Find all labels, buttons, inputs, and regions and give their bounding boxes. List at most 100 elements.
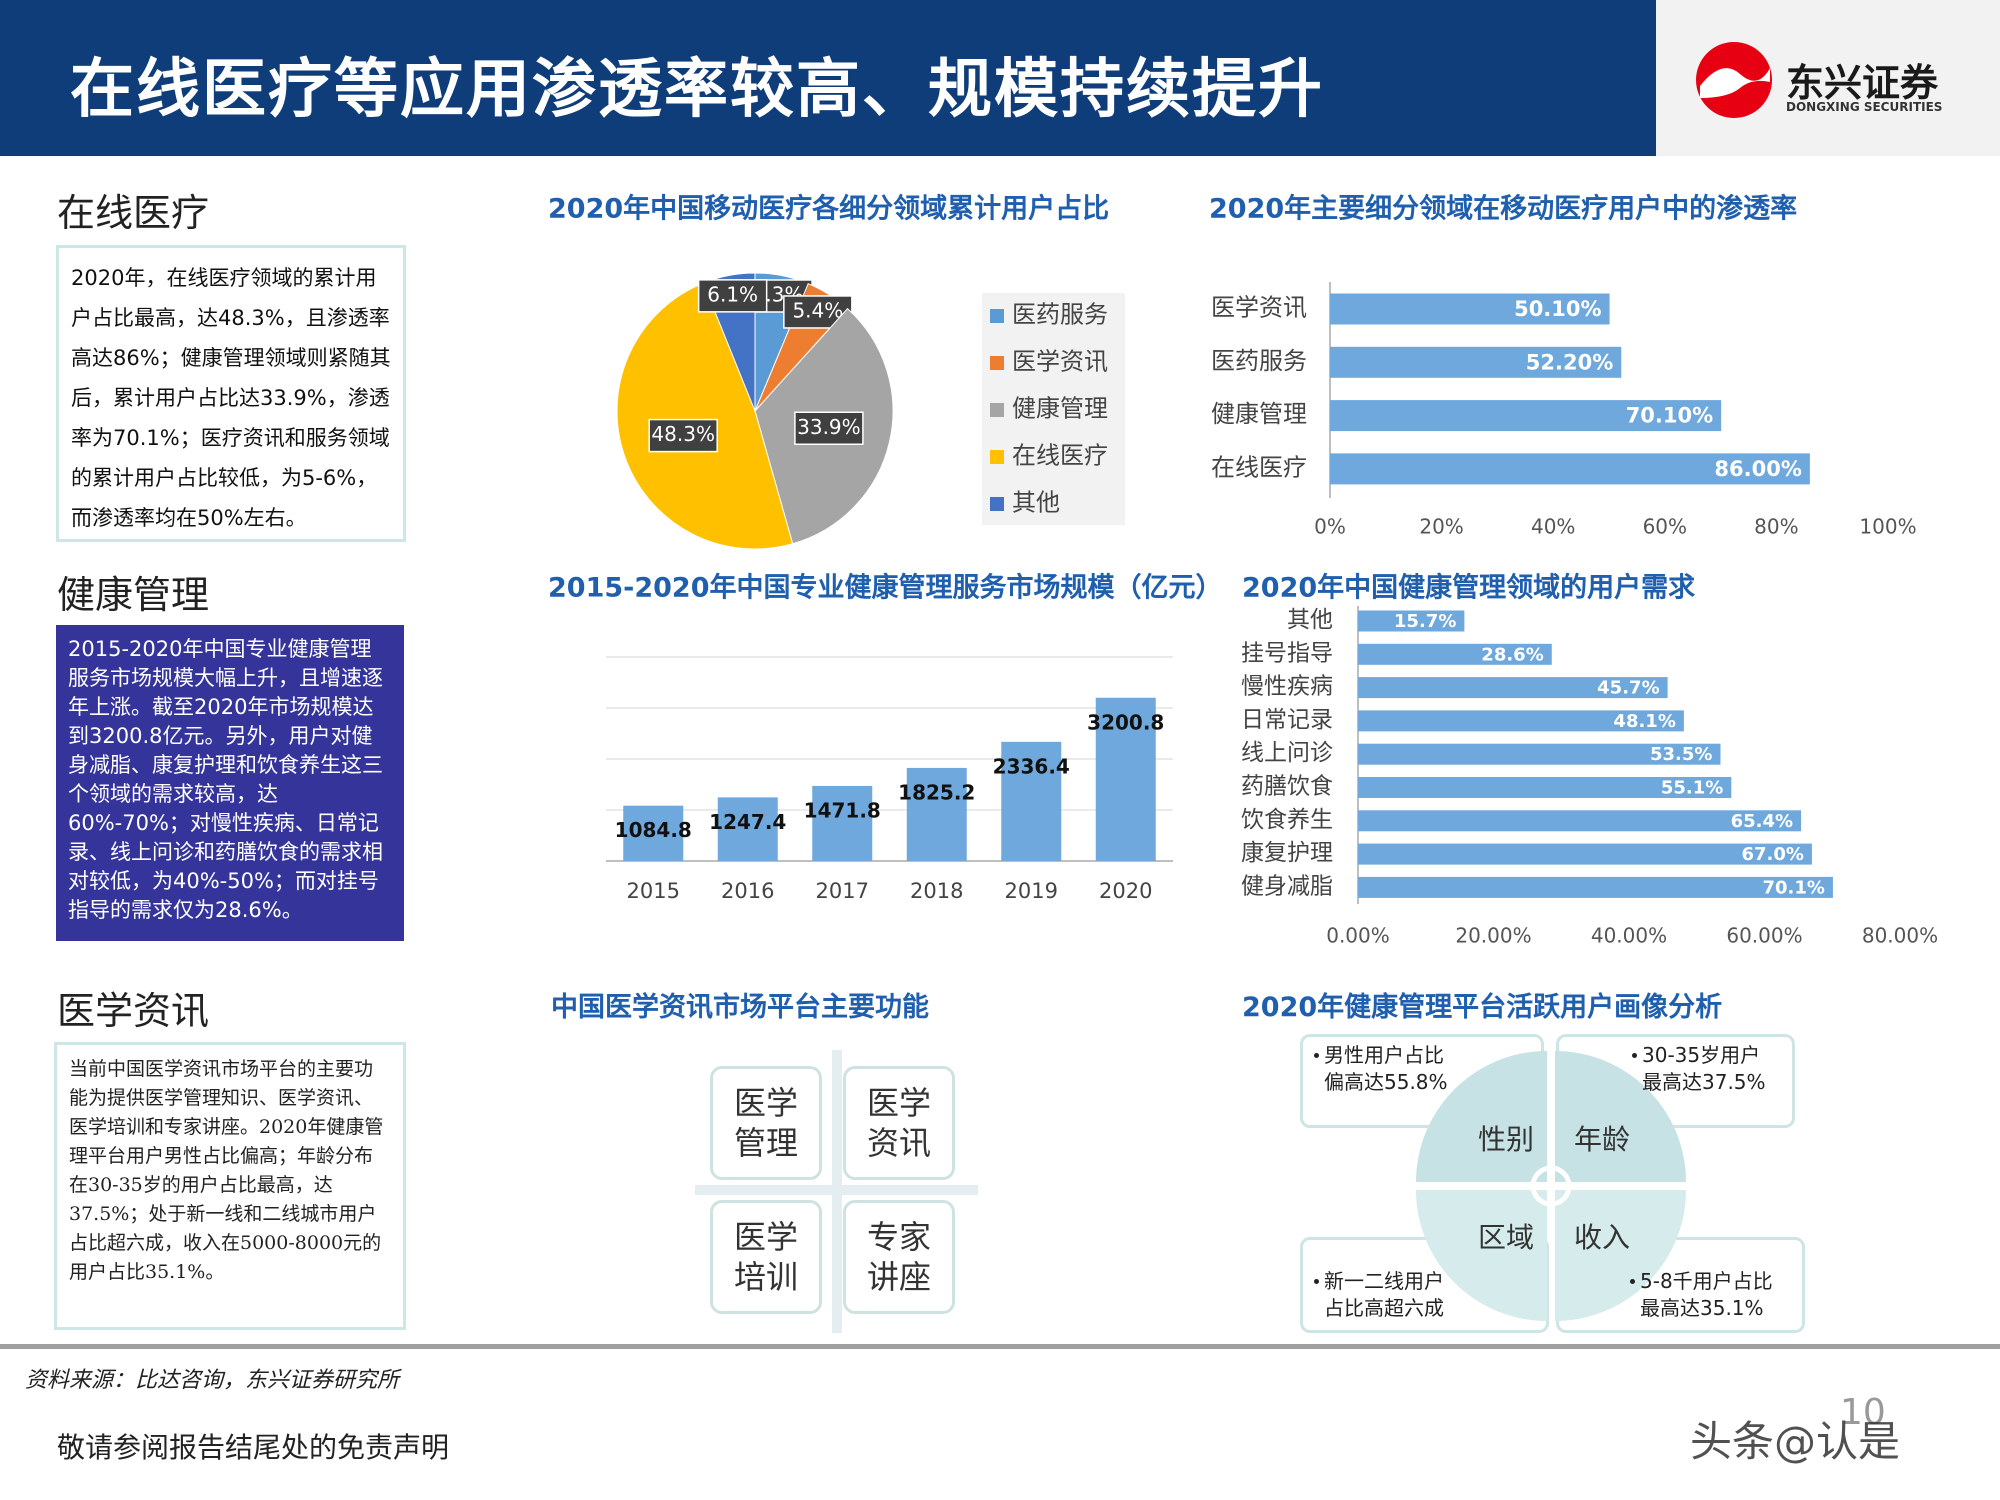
bar: [1358, 876, 1833, 898]
legend-swatch: [990, 403, 1004, 417]
bar: [1358, 610, 1465, 632]
function-label: 资讯: [866, 1124, 931, 1162]
legend-label: 其他: [1012, 489, 1060, 517]
value-label: 6.1%: [707, 282, 758, 306]
value-label: 1471.8: [804, 798, 881, 822]
y-tick-label: 线上问诊: [1241, 740, 1333, 766]
value-label: 45.7%: [1597, 678, 1659, 699]
note-text: 男性用户占比: [1324, 1043, 1444, 1067]
quadrant-label: 收入: [1574, 1221, 1631, 1254]
bar: [1095, 697, 1156, 861]
value-label: 1084.8: [615, 818, 692, 842]
function-box: 医学 资讯: [843, 1066, 955, 1180]
value-label: 55.1%: [1661, 778, 1723, 799]
value-label-box: [794, 411, 864, 446]
value-label: 52.20%: [1526, 350, 1613, 374]
diagram-title: 2020年健康管理平台活跃用户画像分析: [1242, 992, 1723, 1023]
x-tick-label: 2019: [1005, 879, 1058, 903]
value-label: 15.7%: [1394, 611, 1456, 632]
section-text: 当前中国医学资讯市场平台的主要功能为提供医学管理知识、医学资讯、医学培训和专家讲…: [54, 1042, 406, 1330]
function-label: 培训: [733, 1258, 798, 1296]
logo-subtitle: DONGXING SECURITIES: [1786, 100, 1943, 114]
note-text: 30-35岁用户: [1642, 1043, 1761, 1067]
section-title: 医学资讯: [57, 989, 210, 1033]
bullet: [1632, 1053, 1637, 1058]
bar: [1330, 453, 1810, 485]
x-tick-label: 2016: [721, 879, 774, 903]
value-label: 70.1%: [1762, 877, 1824, 898]
x-tick-label: 2018: [910, 879, 963, 903]
x-tick-label: 60%: [1643, 515, 1687, 539]
section-text: 2020年，在线医疗领域的累计用户占比最高，达48.3%，且渗透率高达86%；健…: [56, 245, 406, 542]
header-bar: [0, 0, 1656, 156]
value-label: 65.4%: [1731, 811, 1793, 832]
legend-label: 健康管理: [1012, 395, 1108, 423]
quadrant-label: 年龄: [1574, 1123, 1631, 1156]
x-tick-label: 100%: [1859, 515, 1916, 539]
quadrant-label: 区域: [1478, 1221, 1535, 1254]
bar: [906, 767, 967, 861]
footer-rule: [0, 1344, 2000, 1349]
x-tick-label: 80.00%: [1862, 924, 1938, 948]
function-box: 专家 讲座: [843, 1200, 955, 1314]
bar: [1358, 843, 1812, 865]
note-text: 5-8千用户占比: [1640, 1269, 1773, 1293]
y-tick-label: 在线医疗: [1211, 453, 1307, 481]
y-tick-label: 健身减脂: [1241, 873, 1333, 899]
value-label: 28.6%: [1481, 644, 1543, 665]
legend-swatch: [990, 309, 1004, 323]
bar: [623, 805, 684, 861]
pie-slice: [616, 282, 794, 550]
value-label: 86.00%: [1714, 457, 1801, 481]
value-label: 1247.4: [709, 810, 786, 834]
note-text: 占比高超六成: [1324, 1296, 1444, 1320]
legend-swatch: [990, 497, 1004, 511]
note-text: 最高达35.1%: [1640, 1296, 1764, 1320]
y-tick-label: 饮食养生: [1241, 807, 1333, 833]
section-title: 健康管理: [57, 573, 210, 617]
quadrant: [1555, 1190, 1686, 1321]
quadrant: [1416, 1051, 1547, 1182]
bullet: [1630, 1279, 1635, 1284]
function-label: 管理: [733, 1124, 798, 1162]
y-tick-label: 慢性疾病: [1241, 674, 1333, 700]
x-tick-label: 2017: [816, 879, 869, 903]
y-tick-label: 康复护理: [1241, 840, 1333, 866]
watermark: 头条@认是: [1690, 1417, 1901, 1466]
function-label: 专家: [866, 1218, 931, 1256]
value-label-box: [697, 279, 768, 313]
x-tick-label: 0%: [1314, 515, 1346, 539]
chart-title: 2015-2020年中国专业健康管理服务市场规模（亿元）: [548, 572, 1223, 604]
page-title: 在线医疗等应用渗透率较高、规模持续提升: [70, 53, 1324, 127]
legend-swatch: [990, 356, 1004, 370]
disclaimer: 敬请参阅报告结尾处的免责声明: [57, 1431, 450, 1464]
diagram-title: 中国医学资讯市场平台主要功能: [551, 992, 929, 1023]
value-label: 5.4%: [792, 298, 843, 322]
logo-name: 东兴证券: [1786, 61, 1939, 105]
center-mark: [1530, 1165, 1572, 1207]
quadrant: [1555, 1051, 1686, 1182]
value-label: 70.10%: [1626, 404, 1713, 428]
legend-label: 医学资讯: [1012, 348, 1108, 376]
legend-swatch: [990, 450, 1004, 464]
y-tick-label: 医药服务: [1211, 347, 1307, 375]
bar: [1358, 643, 1552, 665]
bar: [1358, 777, 1732, 798]
note-text: 最高达37.5%: [1642, 1070, 1766, 1094]
y-tick-label: 健康管理: [1211, 400, 1307, 428]
x-tick-label: 20%: [1419, 515, 1463, 539]
note-text: 新一二线用户: [1324, 1269, 1444, 1293]
y-tick-label: 其他: [1287, 607, 1333, 633]
x-tick-label: 0.00%: [1326, 924, 1390, 948]
function-box: 医学 培训: [710, 1200, 822, 1314]
function-box: 医学 管理: [710, 1066, 822, 1180]
chart-title: 2020年中国健康管理领域的用户需求: [1242, 572, 1695, 604]
function-label: 医学: [866, 1084, 931, 1122]
x-tick-label: 2015: [627, 879, 680, 903]
y-tick-label: 挂号指导: [1241, 640, 1333, 666]
function-cross: [695, 1050, 978, 1333]
x-tick-label: 60.00%: [1726, 924, 1802, 948]
